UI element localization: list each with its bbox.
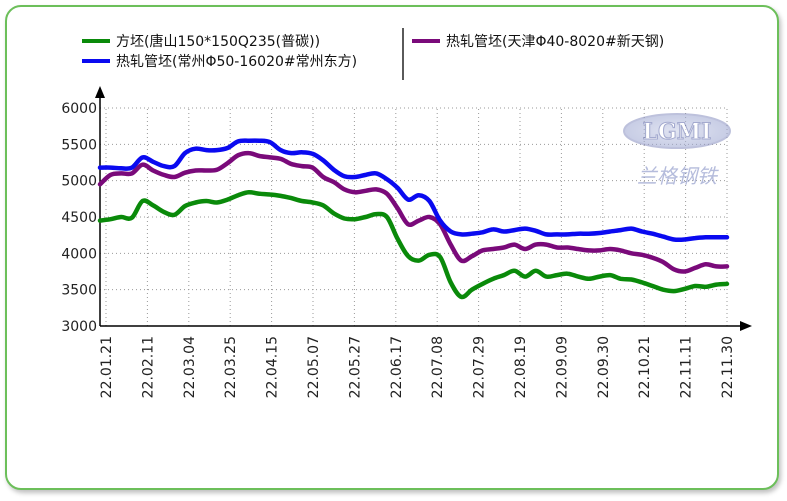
x-tick-label: 22.07.08 [430,336,446,398]
chart-frame [5,5,779,490]
legend-item-0: 方坯(唐山150*150Q235(普碳)) [82,33,320,50]
legend-item-1: 热轧管坯(天津Φ40-8020#新天钢) [412,34,664,50]
y-tick-label: 3500 [61,283,97,299]
y-tick-label: 3000 [61,319,97,335]
watermark-ellipse [623,113,731,149]
legend-label-2: 热轧管坯(常州Φ50-16020#常州东方) [116,54,357,70]
x-tick-label: 22.09.30 [596,336,612,398]
legend-label-0: 方坯(唐山150*150Q235(普碳)) [116,33,320,50]
y-tick-label: 5000 [61,174,97,190]
legend: 方坯(唐山150*150Q235(普碳)) 热轧管坯(常州Φ50-16020#常… [82,28,664,80]
series-line-2 [97,138,730,243]
y-axis-arrow [95,86,105,98]
series-line-0 [97,190,730,300]
watermark-logo-text: LGMI [643,119,712,145]
y-tick-labels: 3000 3500 4000 4500 5000 5500 6000 [61,101,97,335]
legend-label-1: 热轧管坯(天津Φ40-8020#新天钢) [446,34,664,50]
x-tick-label: 22.03.04 [182,336,198,398]
x-tick-label: 22.07.29 [472,336,488,398]
x-tick-label: 22.04.15 [265,336,281,398]
watermark-sub-text: 兰格钢铁 [637,164,719,188]
x-tick-label: 22.06.17 [389,336,405,398]
grid-lines [100,107,728,326]
x-tick-label: 22.03.25 [223,336,239,398]
y-tick-label: 5500 [61,137,97,153]
legend-item-2: 热轧管坯(常州Φ50-16020#常州东方) [82,54,357,70]
x-tick-labels: 22.01.21 22.02.11 22.03.04 22.03.25 22.04.15… [99,336,736,398]
x-axis-arrow [740,321,752,331]
x-tick-label: 22.11.11 [679,336,695,398]
y-tick-label: 4000 [61,246,97,262]
series-lines [97,138,730,300]
x-tick-label: 22.01.21 [99,336,115,398]
y-tick-label: 6000 [61,101,97,117]
x-tick-label: 22.05.27 [347,336,363,398]
watermark-logo: LGMI 兰格钢铁 [623,113,731,188]
x-tick-label: 22.05.07 [306,336,322,398]
axes [95,86,752,331]
x-tick-label: 22.08.19 [513,336,529,398]
x-tick-label: 22.11.30 [720,336,736,398]
x-tick-label: 22.10.21 [637,336,653,398]
x-tick-label: 22.09.09 [554,336,570,398]
x-tick-label: 22.02.11 [140,336,156,398]
series-line-1 [97,150,730,274]
y-tick-label: 4500 [61,210,97,226]
